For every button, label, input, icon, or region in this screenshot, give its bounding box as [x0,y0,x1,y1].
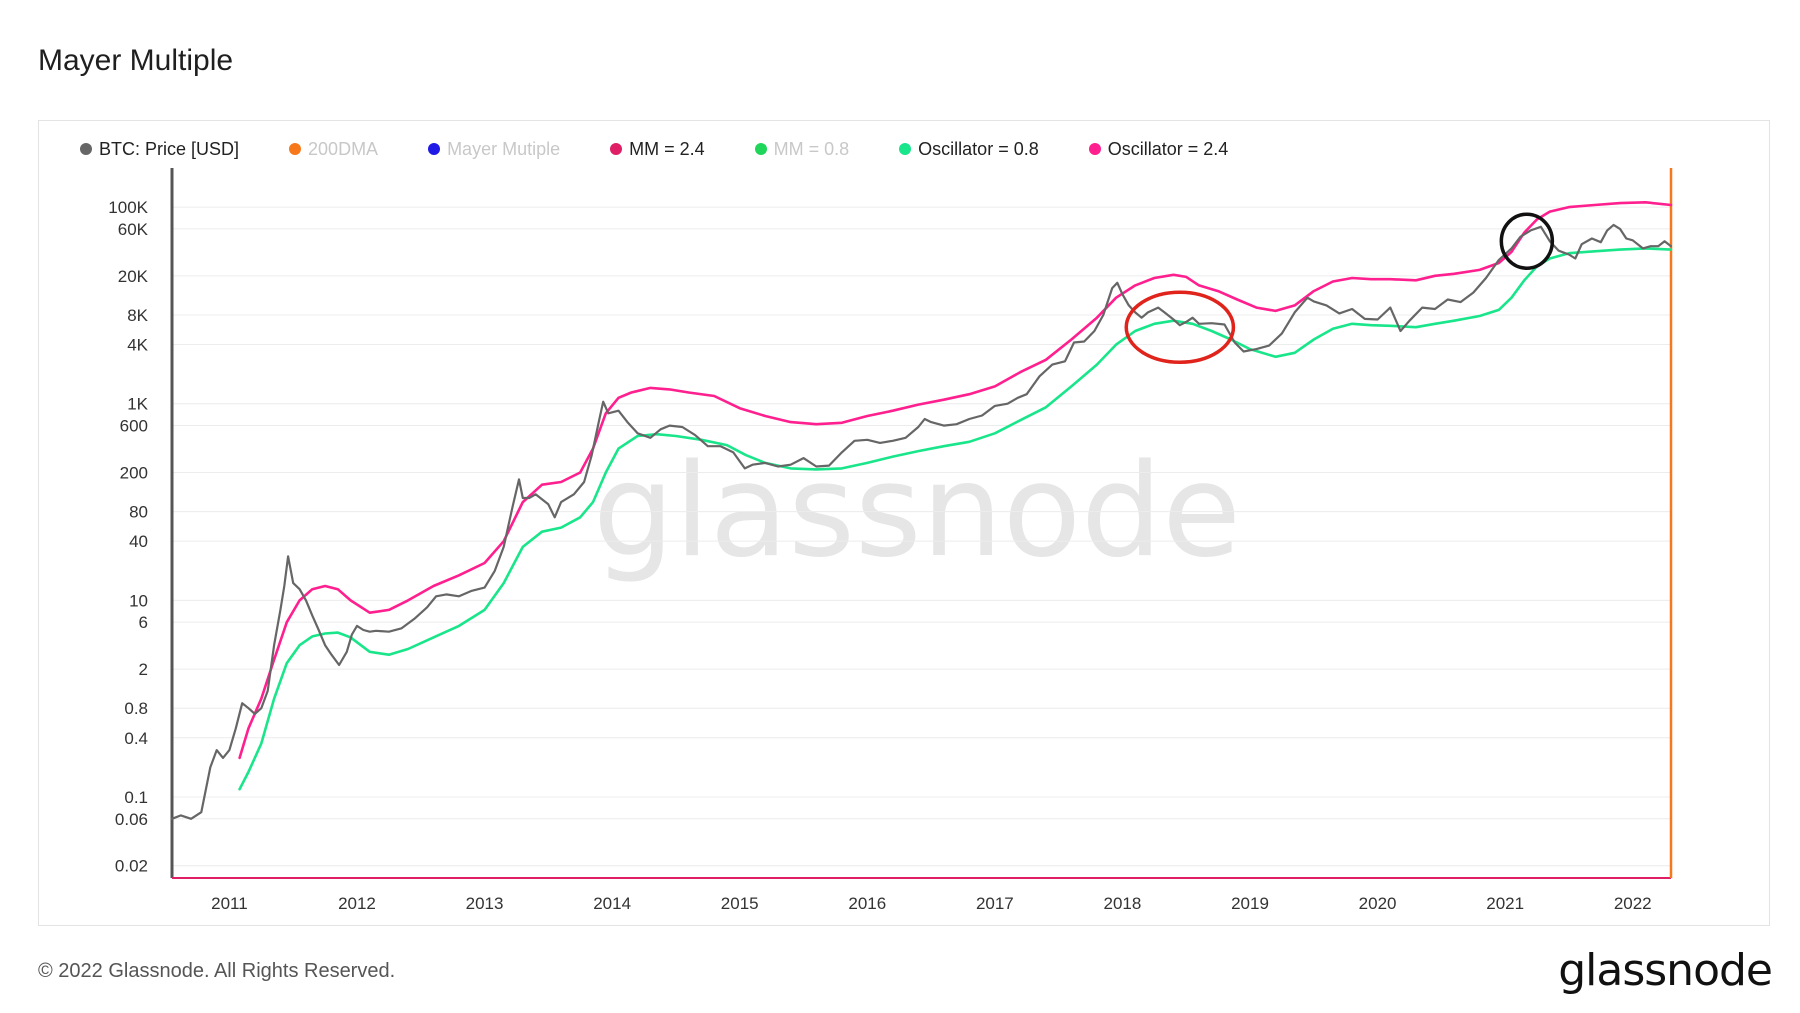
legend-mayer-multiple[interactable]: Mayer Mutiple [428,139,560,160]
x-tick-label: 2016 [848,894,886,913]
y-tick-label: 0.4 [124,729,148,748]
legend-label: 200DMA [308,138,379,159]
legend-label: MM = 0.8 [773,138,850,159]
legend-dot-icon [428,143,441,155]
x-tick-label: 2017 [976,894,1014,913]
x-tick-label: 2015 [721,894,759,913]
legend-dot-icon [899,143,912,155]
x-tick-label: 2013 [466,894,504,913]
y-tick-label: 2 [139,660,148,679]
y-tick-label: 6 [139,613,148,632]
y-tick-label: 0.06 [115,810,148,829]
x-tick-label: 2014 [593,894,631,913]
x-tick-label: 2020 [1359,894,1397,913]
y-tick-label: 40 [129,532,148,551]
legend-btc-price[interactable]: BTC: Price [USD] [80,139,239,160]
legend-label: BTC: Price [USD] [99,138,240,159]
legend-dot-icon [754,143,767,155]
legend-dot-icon [289,143,302,155]
x-tick-label: 2018 [1104,894,1142,913]
legend-200dma[interactable]: 200DMA [289,139,378,160]
page-title: Mayer Multiple [38,44,234,77]
y-tick-label: 80 [129,503,148,522]
legend-label: Mayer Mutiple [447,138,561,159]
oscillator-0-8-line [238,247,1673,791]
chart-legend: BTC: Price [USD] 200DMA Mayer Mutiple MM = … [80,138,1278,160]
x-tick-label: 2012 [338,894,376,913]
legend-mm-2-4[interactable]: MM = 2.4 [610,139,705,160]
chart-panel [38,120,1770,926]
y-tick-label: 0.8 [124,699,148,718]
x-tick-label: 2021 [1486,894,1524,913]
legend-dot-icon [1088,143,1101,155]
glassnode-logo: glassnode [1558,945,1773,996]
copyright-text: © 2022 Glassnode. All Rights Reserved. [38,960,396,982]
y-tick-label: 60K [118,220,149,239]
legend-oscillator-0-8[interactable]: Oscillator = 0.8 [899,139,1039,160]
btc-price-line [170,223,1673,820]
legend-mm-0-8[interactable]: MM = 0.8 [754,138,850,160]
x-tick-label: 2022 [1614,894,1652,913]
y-tick-label: 100K [108,198,148,217]
legend-dot-icon [80,143,92,155]
black-circle-annotation [1499,212,1555,270]
y-tick-label: 4K [127,336,148,355]
y-tick-label: 10 [129,591,148,610]
y-tick-label: 0.02 [115,857,148,876]
y-tick-label: 0.1 [124,788,148,807]
y-tick-label: 1K [127,395,148,414]
legend-oscillator-2-4[interactable]: Oscillator = 2.4 [1088,138,1229,160]
y-tick-label: 8K [127,306,148,325]
legend-label: MM = 2.4 [629,138,705,159]
y-tick-label: 20K [118,267,149,286]
x-tick-label: 2019 [1231,894,1269,913]
legend-label: Oscillator = 0.8 [918,138,1039,159]
y-tick-label: 600 [120,417,148,436]
red-circle-annotation [1124,290,1236,364]
y-tick-label: 200 [120,463,148,482]
legend-label: Oscillator = 2.4 [1107,138,1229,159]
legend-dot-icon [610,143,623,155]
oscillator-2-4-line [238,201,1673,760]
x-tick-label: 2011 [211,894,248,913]
